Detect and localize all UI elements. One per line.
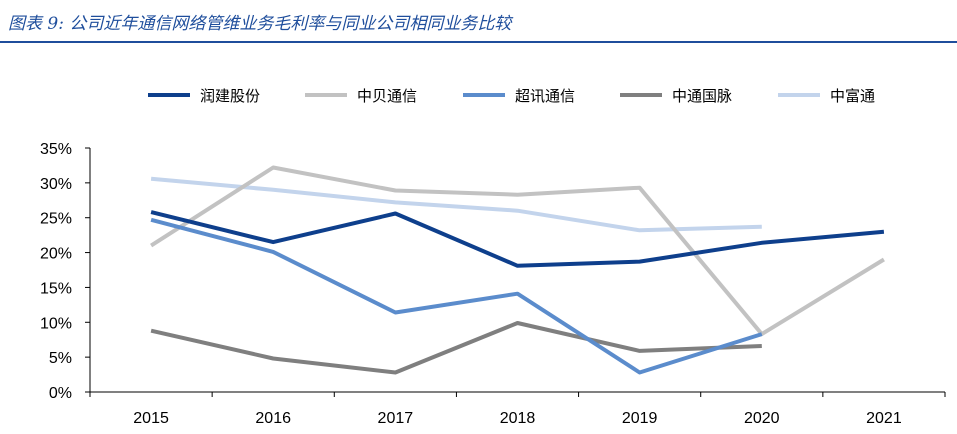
- chart-series: [150, 165, 885, 375]
- series-line-2: [150, 217, 763, 375]
- legend-label: 润建股份: [200, 87, 260, 105]
- series-line-3: [150, 321, 762, 375]
- figure-header: 图表 9: 公司近年通信网络管维业务毛利率与同业公司相同业务比较: [0, 0, 957, 44]
- figure-title: 图表 9: 公司近年通信网络管维业务毛利率与同业公司相同业务比较: [8, 14, 512, 34]
- y-tick-label: 15%: [40, 280, 72, 297]
- line-chart: 润建股份 中贝通信 超讯通信 中通国脉 中富通 0% 5% 10% 15% 20% 25% 30% 3…: [40, 87, 946, 427]
- x-tick-label: 2020: [744, 410, 780, 427]
- y-tick-label: 30%: [40, 176, 72, 193]
- y-tick-label: 20%: [40, 246, 72, 263]
- x-tick-label: 2017: [378, 410, 414, 427]
- series-line-0: [150, 210, 885, 268]
- x-tick-label: 2019: [622, 410, 658, 427]
- x-tick-label: 2018: [500, 410, 536, 427]
- chart-axes: 0% 5% 10% 15% 20% 25% 30% 35% 2015 2016 2017 2018 20…: [40, 141, 946, 427]
- legend-label: 中富通: [830, 87, 875, 105]
- chart-legend: 润建股份 中贝通信 超讯通信 中通国脉 中富通: [148, 87, 875, 105]
- series-line-4: [150, 176, 762, 233]
- y-tick-label: 10%: [40, 315, 72, 332]
- title-underline: [0, 41, 957, 43]
- y-tick-label: 25%: [40, 211, 72, 228]
- x-tick-label: 2015: [133, 410, 169, 427]
- series-line-1: [150, 165, 885, 337]
- y-tick-label: 0%: [49, 385, 72, 402]
- x-tick-label: 2016: [255, 410, 291, 427]
- legend-label: 中通国脉: [672, 87, 732, 105]
- y-tick-label: 35%: [40, 141, 72, 158]
- legend-label: 超讯通信: [515, 87, 575, 105]
- legend-label: 中贝通信: [357, 87, 417, 105]
- x-tick-label: 2021: [866, 410, 902, 427]
- y-tick-label: 5%: [49, 350, 72, 367]
